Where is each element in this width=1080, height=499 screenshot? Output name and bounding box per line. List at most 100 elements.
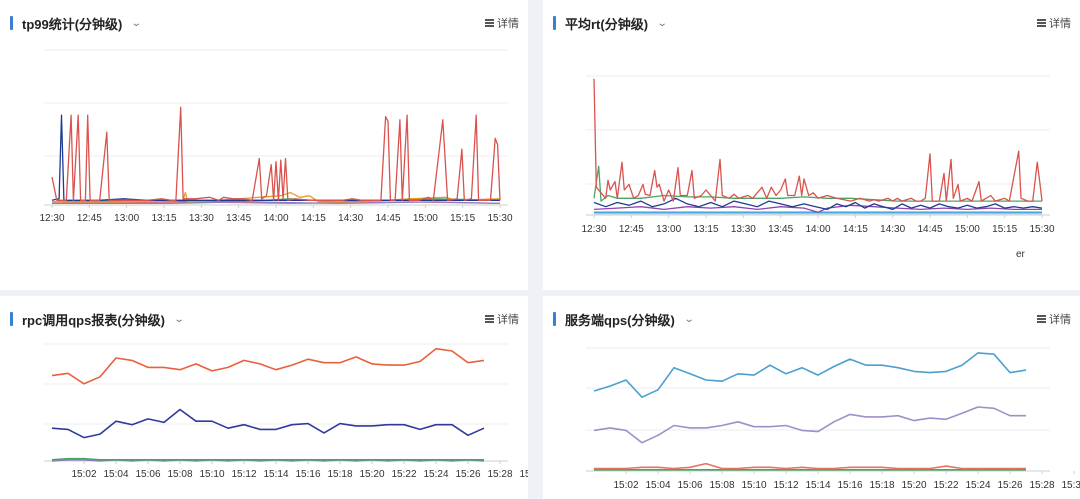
x-tick-label: 15:04 xyxy=(645,480,670,491)
panel-title: 服务端qps(分钟级) xyxy=(565,312,675,328)
header-accent-bar xyxy=(10,16,13,30)
series-line[interactable] xyxy=(51,106,501,201)
x-tick-label: 15:02 xyxy=(613,480,638,491)
server-qps-chart: 15:02 15:04 15:06 15:08 15:10 15:12 15:14 15:16… xyxy=(586,347,1080,491)
series-line[interactable] xyxy=(51,457,484,461)
panel-header: 服务端qps(分钟级) ⌄ xyxy=(553,309,695,329)
x-tick-label: 15:16 xyxy=(295,469,320,480)
x-tick-label: 15:26 xyxy=(455,469,480,480)
x-tick-label: 15:24 xyxy=(423,469,448,480)
series-line[interactable] xyxy=(593,78,1043,202)
x-tick-label: 15:06 xyxy=(135,469,160,480)
tp99-chart: 12:30 12:45 13:00 13:15 13:30 13:45 14:00 14:15… xyxy=(39,49,513,224)
detail-button[interactable]: 详情 xyxy=(485,15,519,31)
x-tick-label: 14:45 xyxy=(375,213,400,224)
rpc-qps-chart: 15:02 15:04 15:06 15:08 15:10 15:12 15:14 15:16… xyxy=(44,343,528,480)
tp99-panel: tp99统计(分钟级) ⌄ 详情 12:30 12:45 13:00 13:15 13:… xyxy=(0,0,528,290)
detail-label: 详情 xyxy=(1049,18,1071,30)
x-tick-label: 13:30 xyxy=(189,213,214,224)
panel-header: tp99统计(分钟级) ⌄ xyxy=(10,13,143,33)
avg-rt-panel: 平均rt(分钟级) ⌄ 详情 12:30 12:45 13:00 13:15 13:30… xyxy=(543,0,1080,290)
series-line[interactable] xyxy=(593,165,1042,202)
list-icon xyxy=(1037,314,1046,325)
x-tick-label: 13:45 xyxy=(768,224,793,235)
x-tick-label: 15:06 xyxy=(677,480,702,491)
x-tick-label: 15:08 xyxy=(167,469,192,480)
header-accent-bar xyxy=(553,312,556,326)
detail-button[interactable]: 详情 xyxy=(1037,311,1071,327)
x-tick-label: 15:08 xyxy=(709,480,734,491)
x-tick-label: 14:30 xyxy=(338,213,363,224)
x-tick-label: 14:00 xyxy=(805,224,830,235)
x-tick-label: 15:00 xyxy=(955,224,980,235)
x-tick-label: 15:16 xyxy=(837,480,862,491)
x-tick-label: 15:30 xyxy=(1029,224,1054,235)
x-tick-label: 15:28 xyxy=(1029,480,1054,491)
x-tick-label: 14:15 xyxy=(843,224,868,235)
x-tick-label: 14:15 xyxy=(301,213,326,224)
x-tick-label: 14:00 xyxy=(263,213,288,224)
x-tick-label: 13:45 xyxy=(226,213,251,224)
x-tick-label: 15:30 xyxy=(487,213,512,224)
x-tick-label: 15:20 xyxy=(359,469,384,480)
list-icon xyxy=(485,18,494,29)
chevron-down-icon[interactable]: ⌄ xyxy=(683,313,695,325)
server-qps-panel: 服务端qps(分钟级) ⌄ 详情 15:02 15:04 15:06 15:08 15:… xyxy=(543,296,1080,499)
detail-label: 详情 xyxy=(497,18,519,30)
series-line[interactable] xyxy=(52,201,501,205)
series-line[interactable] xyxy=(51,114,500,201)
x-tick-label: 13:00 xyxy=(656,224,681,235)
x-tick-label: 15:14 xyxy=(805,480,830,491)
series-line[interactable] xyxy=(51,347,485,385)
x-tick-label: 15:10 xyxy=(741,480,766,491)
panel-header: rpc调用qps报表(分钟级) ⌄ xyxy=(10,309,185,329)
x-tick-label: 15:10 xyxy=(199,469,224,480)
x-tick-label: 15:15 xyxy=(450,213,475,224)
x-tick-label: 12:45 xyxy=(77,213,102,224)
x-tick-label: 15:26 xyxy=(997,480,1022,491)
chevron-down-icon[interactable]: ⌄ xyxy=(173,313,185,325)
chevron-down-icon[interactable]: ⌄ xyxy=(656,17,668,29)
list-icon xyxy=(1037,18,1046,29)
x-tick-label: 13:15 xyxy=(693,224,718,235)
x-tick-label: 12:30 xyxy=(39,213,64,224)
header-accent-bar xyxy=(553,16,556,30)
x-tick-label: 14:45 xyxy=(917,224,942,235)
detail-button[interactable]: 详情 xyxy=(485,311,519,327)
x-tick-label: 15:22 xyxy=(933,480,958,491)
series-line[interactable] xyxy=(593,197,1043,211)
avg-rt-chart: 12:30 12:45 13:00 13:15 13:30 13:45 14:00 14:15… xyxy=(581,75,1055,235)
panel-title: 平均rt(分钟级) xyxy=(565,16,649,32)
x-tick-label: 15:30 xyxy=(1061,480,1080,491)
detail-button[interactable]: 详情 xyxy=(1037,15,1071,31)
series-line[interactable] xyxy=(593,204,1042,213)
x-tick-label: 12:45 xyxy=(619,224,644,235)
x-tick-label: 15:02 xyxy=(71,469,96,480)
header-accent-bar xyxy=(10,312,13,326)
x-tick-label: 15:12 xyxy=(231,469,256,480)
x-tick-label: 12:30 xyxy=(581,224,606,235)
x-tick-label: 15:24 xyxy=(965,480,990,491)
series-line[interactable] xyxy=(593,352,1027,398)
x-tick-label: 15:18 xyxy=(327,469,352,480)
x-tick-label: 15:20 xyxy=(901,480,926,491)
panel-title: tp99统计(分钟级) xyxy=(22,16,123,32)
x-tick-label: 15:12 xyxy=(773,480,798,491)
x-tick-label: 15:04 xyxy=(103,469,128,480)
x-tick-label: 15:15 xyxy=(992,224,1017,235)
x-tick-label: 15:28 xyxy=(487,469,512,480)
list-icon xyxy=(485,314,494,325)
series-line[interactable] xyxy=(593,406,1026,444)
x-tick-label: 15:18 xyxy=(869,480,894,491)
truncated-legend-text: er xyxy=(1016,249,1025,260)
x-tick-label: 13:15 xyxy=(151,213,176,224)
chevron-down-icon[interactable]: ⌄ xyxy=(131,17,143,29)
x-tick-label: 14:30 xyxy=(880,224,905,235)
series-line[interactable] xyxy=(51,408,485,439)
x-tick-label: 15:00 xyxy=(413,213,438,224)
x-tick-label: 15:30 xyxy=(519,469,528,480)
panel-title: rpc调用qps报表(分钟级) xyxy=(22,312,166,328)
series-line[interactable] xyxy=(594,462,1026,470)
panel-header: 平均rt(分钟级) ⌄ xyxy=(553,13,668,33)
x-tick-label: 15:14 xyxy=(263,469,288,480)
